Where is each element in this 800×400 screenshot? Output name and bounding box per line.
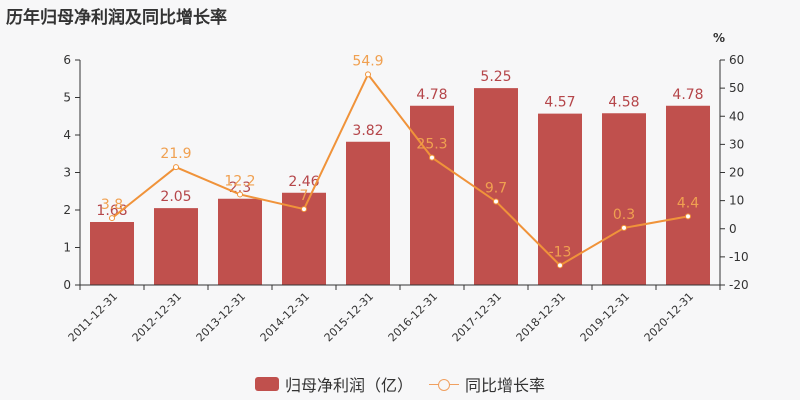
line-value-label: 9.7: [485, 180, 507, 196]
line-value-label: 7: [300, 188, 309, 204]
legend-item-net-profit[interactable]: 归母净利润（亿）: [254, 372, 413, 396]
line-point[interactable]: [237, 191, 243, 198]
bar[interactable]: [474, 88, 518, 285]
bar[interactable]: [666, 105, 710, 285]
line-value-label: 12.2: [224, 173, 255, 189]
legend-label-net-profit: 归母净利润（亿）: [284, 376, 413, 395]
bar[interactable]: [154, 208, 198, 285]
line-point[interactable]: [365, 71, 371, 78]
left-tick-label: 4: [63, 128, 71, 142]
right-tick-label: -10: [729, 250, 749, 264]
bar-value-label: 4.78: [416, 87, 447, 103]
right-tick-label: 40: [729, 109, 744, 123]
line-value-label: 25.3: [416, 137, 447, 153]
x-tick-label: 2011-12-31: [66, 290, 120, 344]
bar-value-label: 4.78: [672, 87, 703, 103]
x-tick-label: 2014-12-31: [258, 290, 312, 344]
left-tick-label: 2: [63, 203, 71, 217]
right-tick-label: 0: [729, 222, 737, 236]
line-value-label: -13: [549, 244, 572, 260]
line-point[interactable]: [109, 215, 115, 222]
line-point[interactable]: [301, 206, 307, 213]
right-tick-label: 10: [729, 194, 744, 208]
bar[interactable]: [410, 105, 454, 285]
line-point[interactable]: [493, 198, 499, 205]
growth-rate-line: [111, 72, 689, 267]
bar-value-label: 3.82: [352, 123, 383, 139]
bar[interactable]: [602, 113, 646, 285]
line-point[interactable]: [685, 213, 691, 220]
x-tick-label: 2017-12-31: [450, 290, 504, 344]
line-point[interactable]: [621, 224, 627, 231]
x-tick-label: 2020-12-31: [642, 290, 696, 344]
line-swatch-icon: [429, 377, 459, 391]
line-value-label: 54.9: [352, 53, 383, 69]
left-tick-label: 3: [63, 166, 71, 180]
line-point[interactable]: [173, 164, 179, 171]
bar-value-label: 2.05: [160, 189, 191, 205]
right-tick-label: 30: [729, 137, 744, 151]
right-tick-label: 50: [729, 81, 744, 95]
bar-value-label: 5.25: [480, 69, 511, 85]
chart-title: 历年归母净利润及同比增长率: [6, 8, 227, 28]
bar[interactable]: [346, 141, 390, 285]
bar[interactable]: [90, 222, 134, 285]
x-tick-label: 2013-12-31: [194, 290, 248, 344]
bar-value-label: 2.46: [288, 174, 319, 190]
x-tick-label: 2015-12-31: [322, 290, 376, 344]
bar-value-label: 4.57: [544, 95, 575, 111]
line-value-label: 0.3: [613, 207, 635, 223]
line-value-label: 21.9: [160, 146, 191, 162]
legend: 归母净利润（亿） 同比增长率: [0, 372, 800, 396]
left-tick-label: 5: [63, 91, 71, 105]
right-axis-unit: %: [713, 31, 725, 45]
right-tick-label: 60: [729, 53, 744, 67]
left-tick-label: 0: [63, 278, 71, 292]
left-tick-label: 1: [63, 241, 71, 255]
bar[interactable]: [218, 198, 262, 285]
legend-label-growth-rate: 同比增长率: [465, 376, 546, 395]
x-tick-label: 2016-12-31: [386, 290, 440, 344]
line-value-label: 4.4: [677, 195, 699, 211]
legend-item-growth-rate[interactable]: 同比增长率: [429, 372, 545, 396]
right-tick-label: -20: [729, 278, 749, 292]
left-tick-label: 6: [63, 53, 71, 67]
x-tick-label: 2018-12-31: [514, 290, 568, 344]
line-point[interactable]: [557, 262, 563, 269]
bar-value-label: 1.68: [96, 203, 127, 219]
line-point[interactable]: [429, 154, 435, 161]
bar-swatch-icon: [254, 377, 279, 391]
right-tick-label: 20: [729, 166, 744, 180]
line-value-label: 3.8: [101, 197, 123, 213]
x-tick-label: 2012-12-31: [130, 290, 184, 344]
bar-value-label: 4.58: [608, 94, 639, 110]
x-tick-label: 2019-12-31: [578, 290, 632, 344]
